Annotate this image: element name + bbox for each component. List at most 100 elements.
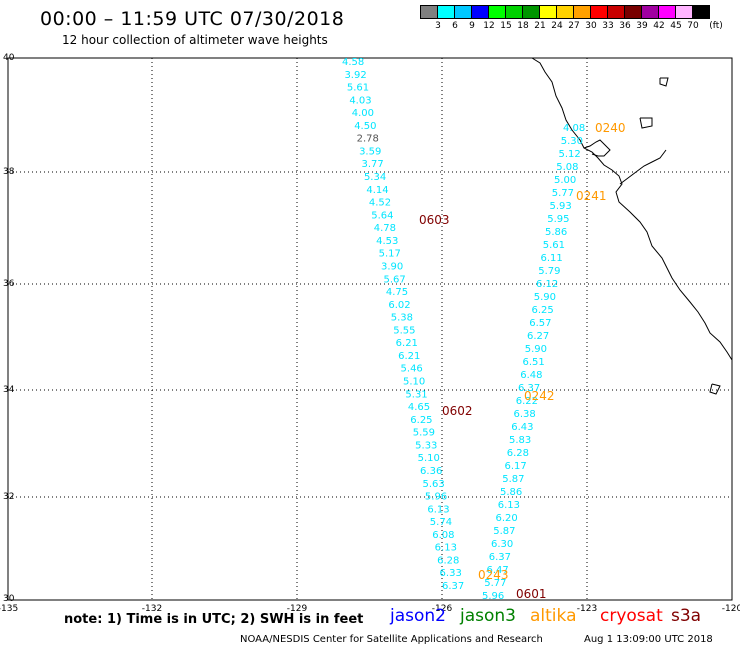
west-track-swh-label: 2.78 [357, 134, 379, 145]
east-track-swh-label: 6.27 [527, 331, 549, 342]
legend-item-cryosat: cryosat [600, 606, 663, 626]
west-track-swh-label: 5.10 [403, 377, 425, 388]
east-track-swh-label: 6.37 [489, 552, 511, 563]
west-track-swh-label: 5.38 [391, 313, 413, 324]
east-track-swh-label: 6.20 [496, 513, 518, 524]
west-track-swh-label: 5.63 [422, 479, 444, 490]
lat-tick-label: 32 [3, 492, 14, 502]
pass-time-label: 0240 [595, 121, 626, 135]
east-track-swh-label: 5.86 [500, 487, 522, 498]
east-track-swh-label: 6.13 [498, 500, 520, 511]
west-track-swh-label: 6.36 [420, 466, 442, 477]
west-track-swh-label: 6.21 [398, 351, 420, 362]
west-track-swh-label: 3.77 [362, 159, 384, 170]
west-track-swh-label: 6.37 [442, 581, 464, 592]
east-track-swh-label: 6.28 [507, 448, 529, 459]
west-track-swh-label: 6.25 [410, 415, 432, 426]
east-track-swh-label: 5.00 [554, 175, 576, 186]
color-scale-swatch [692, 5, 710, 19]
east-track-swh-label: 5.87 [493, 526, 515, 537]
east-track-swh-label: 5.87 [502, 474, 524, 485]
east-track-swh-label: 6.47 [487, 565, 509, 576]
legend-item-jason2: jason2 [390, 606, 446, 626]
axis-labels: -135 -132 -129 -126 -123 -120 40 38 36 34 32 30 [0, 53, 740, 614]
east-track-swh-label: 6.57 [529, 318, 551, 329]
island-outline [709, 383, 721, 395]
west-track-swh-label: 3.59 [359, 146, 381, 157]
lat-tick-label: 34 [3, 385, 15, 395]
east-track-swh-label: 4.08 [563, 123, 585, 134]
west-track-swh-label: 5.10 [418, 453, 440, 464]
color-scale-label: 33 [602, 21, 614, 31]
legend-item-jason3: jason3 [460, 606, 516, 626]
west-track-swh-label: 5.31 [405, 389, 427, 400]
lon-tick-label: -129 [287, 604, 308, 614]
east-track-swh-label: 5.77 [552, 188, 574, 199]
color-scale-label: (ft) [709, 21, 723, 31]
west-track-swh-label: 4.14 [366, 185, 388, 196]
west-track-swh-label: 6.08 [432, 530, 454, 541]
east-track-swh-label: 5.86 [545, 227, 567, 238]
color-scale-label: 36 [619, 21, 631, 31]
pass-time-label: 0242 [524, 389, 555, 403]
pass-time-labels: 0240 0241 0242 0243 0603 0602 0601 [419, 121, 626, 601]
west-track-swh-label: 6.33 [440, 568, 462, 579]
west-track-swh-label: 4.52 [369, 198, 391, 209]
lake-outline [639, 117, 653, 129]
west-track-swh-label: 4.50 [354, 121, 376, 132]
color-scale-label: 45 [670, 21, 682, 31]
east-track-swh-label: 6.25 [532, 305, 554, 316]
map-frame [7, 57, 733, 601]
west-track-swh-label: 4.78 [374, 223, 396, 234]
west-track-swh-label: 5.55 [393, 325, 415, 336]
lon-tick-label: -123 [577, 604, 597, 614]
west-track-swh-label: 4.65 [408, 402, 430, 413]
west-track-swh-label: 4.03 [349, 95, 371, 106]
west-track-swh-label: 6.13 [435, 543, 457, 554]
west-track-swh-label: 6.28 [437, 555, 459, 566]
east-track-swh-label: 5.83 [509, 435, 531, 446]
east-track-swh-label: 6.51 [523, 357, 545, 368]
east-track-swh-label: 6.30 [491, 539, 513, 550]
east-track-swh-label: 6.17 [505, 461, 527, 472]
coastline [531, 57, 733, 395]
lake-outline [659, 77, 669, 87]
color-scale-label: 21 [534, 21, 546, 31]
west-track-swh-label: 6.21 [396, 338, 418, 349]
color-scale-label: 3 [435, 21, 441, 31]
east-track-swh-label: 5.95 [547, 214, 569, 225]
east-track-swh-label: 5.77 [484, 578, 506, 589]
east-track-swh-label: 5.96 [482, 591, 504, 602]
lat-tick-label: 30 [3, 594, 15, 604]
map-subtitle: 12 hour collection of altimeter wave hei… [62, 33, 328, 47]
east-track-swh-label: 6.12 [536, 279, 558, 290]
west-track-swh-label: 5.96 [425, 492, 447, 503]
east-track-swh-label: 5.08 [556, 162, 578, 173]
pass-time-label: 0601 [516, 587, 547, 601]
color-scale-label: 24 [551, 21, 563, 31]
east-track-swh-label: 6.43 [511, 422, 533, 433]
color-scale-label: 15 [500, 21, 512, 31]
east-track-swh-label: 5.61 [543, 240, 565, 251]
west-track-swh-label: 4.75 [386, 287, 408, 298]
east-track-swh-label: 6.11 [541, 253, 563, 264]
east-track-swh-label: 6.37 [518, 383, 540, 394]
color-scale-label: 42 [653, 21, 665, 31]
east-track-swh-label: 5.30 [561, 136, 583, 147]
west-track-swh-label: 5.34 [364, 172, 386, 183]
west-track-swh-label: 5.46 [401, 364, 423, 375]
west-track-swh-label: 6.02 [388, 300, 410, 311]
west-track-swh-label: 5.67 [383, 274, 405, 285]
lat-tick-label: 38 [3, 167, 15, 177]
west-track-swh-label: 5.33 [415, 440, 437, 451]
lon-tick-label: -135 [0, 604, 18, 614]
color-scale-label: 12 [483, 21, 495, 31]
east-track-swh-label: 6.38 [514, 409, 536, 420]
color-scale-label: 70 [687, 21, 699, 31]
lon-tick-label: -132 [142, 604, 162, 614]
lon-tick-label: -126 [432, 604, 453, 614]
west-track-swh-label: 4.00 [352, 108, 374, 119]
east-track-swh-label: 6.22 [516, 396, 538, 407]
pass-time-label: 0241 [576, 189, 607, 203]
bay-outline [583, 139, 611, 157]
